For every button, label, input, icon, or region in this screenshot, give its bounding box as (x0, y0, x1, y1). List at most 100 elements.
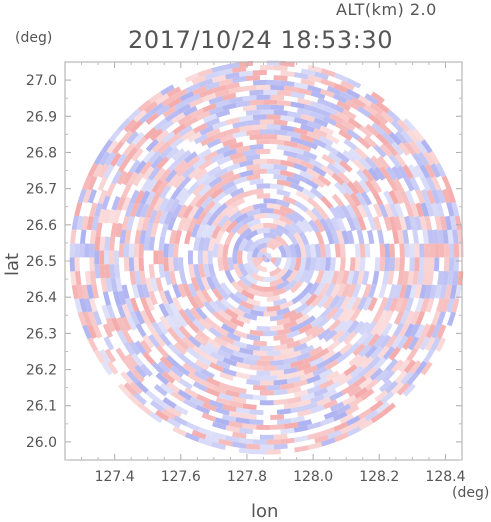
radar-cell (216, 349, 232, 360)
radar-cell (169, 365, 184, 378)
radar-cell (100, 139, 113, 154)
radar-cell (266, 304, 281, 312)
radar-cell (358, 95, 373, 107)
radar-cell (123, 382, 137, 396)
radar-cell (242, 104, 257, 112)
radar-cell (259, 355, 274, 361)
radar-cell (398, 284, 408, 299)
radar-cell (227, 257, 235, 271)
radar-cell (266, 253, 272, 258)
radar-cell (167, 326, 180, 341)
radar-cell (280, 347, 295, 355)
radar-cell (206, 224, 217, 239)
radar-cell (276, 327, 292, 336)
radar-cell (266, 384, 281, 391)
radar-cell (224, 195, 239, 207)
radar-cell (176, 364, 191, 377)
radar-cell (266, 449, 281, 455)
radar-cell (438, 243, 445, 258)
radar-cell (177, 149, 192, 163)
radar-cell (207, 337, 222, 350)
radar-cell (89, 297, 98, 313)
radar-cell (346, 229, 355, 245)
radar-cell (166, 381, 181, 394)
radar-cell (276, 363, 292, 371)
radar-cell (249, 309, 264, 317)
radar-cell (370, 91, 385, 104)
radar-cell (345, 99, 360, 111)
radar-cell (252, 394, 267, 401)
radar-cell (148, 411, 163, 424)
radar-cell (324, 257, 331, 272)
x-tick-label: 127.6 (161, 469, 201, 485)
radar-cell (305, 293, 318, 307)
radar-cell (375, 132, 389, 147)
radar-cell (198, 263, 206, 279)
radar-cell (293, 389, 309, 398)
radar-cell (247, 287, 261, 297)
radar-cell (308, 345, 324, 357)
radar-cell (263, 275, 278, 283)
radar-cell (218, 68, 233, 77)
radar-cell (134, 136, 148, 151)
radar-cell (305, 167, 321, 179)
radar-cell (256, 148, 271, 155)
radar-cell (109, 236, 116, 251)
radar-cell (221, 414, 237, 423)
radar-cell (336, 217, 347, 232)
radar-cell (331, 172, 345, 186)
radar-cell (145, 138, 159, 152)
radar-cell (104, 250, 110, 265)
radar-cell (234, 290, 249, 303)
radar-cell (273, 75, 288, 82)
radar-cell (304, 257, 312, 272)
radar-cell (203, 150, 219, 162)
radar-cell (259, 208, 274, 214)
radar-cell (233, 237, 243, 252)
radar-cell (145, 296, 155, 312)
radar-cell (354, 243, 361, 258)
radar-cell (409, 323, 420, 339)
radar-cell (289, 221, 303, 235)
radar-cell (183, 105, 198, 117)
radar-cell (94, 264, 101, 279)
radar-cell (236, 314, 251, 325)
radar-cell (394, 297, 404, 313)
radar-cell (299, 243, 307, 258)
radar-cell (377, 345, 390, 360)
radar-cell (289, 182, 305, 193)
radar-cell (263, 252, 267, 258)
radar-cell (256, 264, 267, 273)
radar-cell (316, 206, 330, 221)
radar-cell (263, 222, 278, 230)
radar-cell (94, 236, 101, 251)
radar-cell (279, 337, 295, 346)
radar-cell (329, 401, 345, 412)
radar-cell (420, 188, 431, 204)
radar-cell (337, 171, 351, 185)
radar-cell (452, 271, 459, 286)
radar-cell (165, 146, 180, 160)
radar-cell (449, 215, 458, 231)
radar-cell (318, 368, 334, 379)
radar-cell (409, 243, 415, 258)
radar-cell (399, 297, 409, 313)
radar-cell (444, 284, 453, 300)
radar-cell (307, 64, 323, 73)
radar-cell (84, 297, 93, 313)
radar-cell (315, 269, 325, 284)
x-axis-unit: (deg) (452, 485, 490, 501)
radar-cell (294, 445, 309, 453)
radar-cell (406, 371, 419, 386)
radar-cell (247, 250, 253, 265)
radar-cell (182, 217, 193, 232)
radar-cell (277, 418, 292, 425)
radar-cell (92, 310, 103, 326)
radar-cell (338, 373, 353, 386)
radar-cell (412, 270, 419, 286)
radar-cell (286, 329, 301, 339)
radar-cell (297, 409, 312, 418)
radar-cell (235, 100, 250, 108)
radar-cell (184, 432, 200, 443)
radar-cell (263, 232, 278, 240)
